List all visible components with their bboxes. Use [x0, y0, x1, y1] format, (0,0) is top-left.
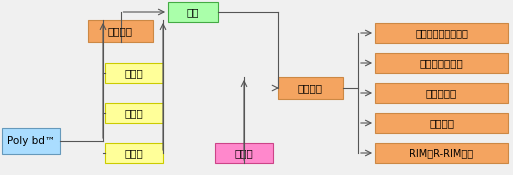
Text: 塗布、スプレー: 塗布、スプレー	[420, 58, 463, 68]
Text: 二次混合: 二次混合	[298, 83, 323, 93]
Bar	[215, 143, 273, 163]
Text: 主剤: 主剤	[187, 7, 199, 17]
Text: 一次混合: 一次混合	[108, 26, 133, 36]
Bar	[375, 23, 508, 43]
Text: 注型成形: 注型成形	[429, 118, 454, 128]
Text: 伸展剤: 伸展剤	[125, 108, 143, 118]
Bar	[375, 83, 508, 103]
Bar	[2, 128, 60, 154]
Bar	[375, 113, 508, 133]
Bar	[278, 77, 343, 99]
Text: Poly bd™: Poly bd™	[7, 136, 55, 146]
Text: RIM、R-RIM成形: RIM、R-RIM成形	[409, 148, 473, 158]
Bar	[375, 53, 508, 73]
Bar	[168, 2, 218, 22]
Text: 添加剤: 添加剤	[125, 68, 143, 78]
Text: 硬化剤: 硬化剤	[234, 148, 253, 158]
Text: 充填材: 充填材	[125, 148, 143, 158]
Text: シート成形: シート成形	[426, 88, 457, 98]
Text: 含浸、ディッピング: 含浸、ディッピング	[415, 28, 468, 38]
Bar	[88, 20, 153, 42]
Bar	[105, 63, 163, 83]
Bar	[375, 143, 508, 163]
Bar	[105, 143, 163, 163]
Bar	[105, 103, 163, 123]
